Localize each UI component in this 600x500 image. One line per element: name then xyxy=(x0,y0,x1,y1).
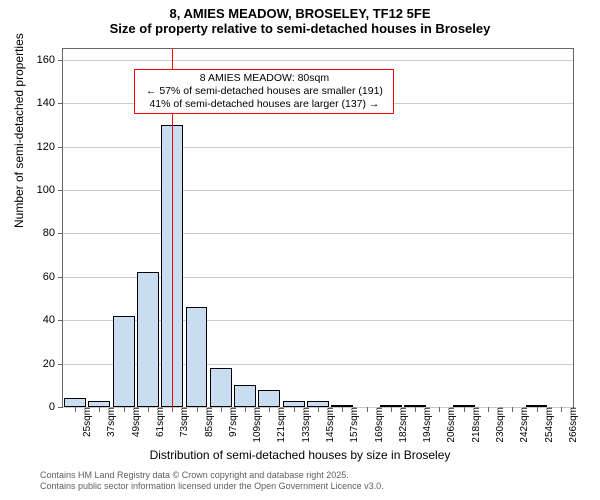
annotation-line-1: 8 AMIES MEADOW: 80sqm xyxy=(139,72,389,85)
bar-slot: 254sqm xyxy=(524,49,548,407)
bar-slot: 49sqm xyxy=(112,49,136,407)
bar-slot: 218sqm xyxy=(452,49,476,407)
annotation-line-3: 41% of semi-detached houses are larger (… xyxy=(139,98,389,111)
histogram-bar xyxy=(186,307,208,407)
x-tick-label: 85sqm xyxy=(197,407,215,437)
chart-container: 8, AMIES MEADOW, BROSELEY, TF12 5FE Size… xyxy=(0,0,600,500)
x-tick-label: 169sqm xyxy=(367,407,385,443)
bar-slot: 25sqm xyxy=(63,49,87,407)
footer-attribution: Contains HM Land Registry data © Crown c… xyxy=(40,470,384,492)
x-tick-label: 194sqm xyxy=(415,407,433,443)
x-tick-label: 230sqm xyxy=(488,407,506,443)
title-line-1: 8, AMIES MEADOW, BROSELEY, TF12 5FE xyxy=(0,6,600,21)
y-axis-label: Number of semi-detached properties xyxy=(12,33,26,228)
x-tick-label: 145sqm xyxy=(318,407,336,443)
x-tick-label: 157sqm xyxy=(342,407,360,443)
y-tick-label: 0 xyxy=(49,401,63,413)
x-tick-label: 109sqm xyxy=(245,407,263,443)
footer-line-2: Contains public sector information licen… xyxy=(40,481,384,492)
y-tick-label: 100 xyxy=(37,184,63,196)
histogram-bar xyxy=(64,398,86,407)
bar-slot: 194sqm xyxy=(403,49,427,407)
x-tick-label: 37sqm xyxy=(99,407,117,437)
y-tick-label: 140 xyxy=(37,97,63,109)
x-tick-label: 25sqm xyxy=(75,407,93,437)
histogram-bar xyxy=(258,390,280,407)
footer-line-1: Contains HM Land Registry data © Crown c… xyxy=(40,470,384,481)
x-tick-label: 61sqm xyxy=(148,407,166,437)
x-tick-label: 206sqm xyxy=(439,407,457,443)
annotation-line-2: ← 57% of semi-detached houses are smalle… xyxy=(139,85,389,98)
x-tick-label: 73sqm xyxy=(172,407,190,437)
histogram-bar xyxy=(137,272,159,407)
x-tick-label: 254sqm xyxy=(537,407,555,443)
y-tick-label: 120 xyxy=(37,141,63,153)
x-tick-label: 133sqm xyxy=(294,407,312,443)
bar-slot: 242sqm xyxy=(500,49,524,407)
histogram-bar xyxy=(210,368,232,407)
x-tick-label: 218sqm xyxy=(464,407,482,443)
histogram-bar xyxy=(113,316,135,407)
y-tick-label: 80 xyxy=(43,227,63,239)
y-tick-label: 40 xyxy=(43,314,63,326)
bar-slot: 37sqm xyxy=(87,49,111,407)
y-tick-label: 20 xyxy=(43,358,63,370)
histogram-bar xyxy=(234,385,256,407)
bar-slot: 266sqm xyxy=(549,49,573,407)
bar-slot: 206sqm xyxy=(427,49,451,407)
title-block: 8, AMIES MEADOW, BROSELEY, TF12 5FE Size… xyxy=(0,6,600,36)
x-tick-label: 121sqm xyxy=(269,407,287,443)
plot-area: 02040608010012014016025sqm37sqm49sqm61sq… xyxy=(62,48,574,408)
x-tick-label: 97sqm xyxy=(221,407,239,437)
y-tick-label: 160 xyxy=(37,54,63,66)
title-line-2: Size of property relative to semi-detach… xyxy=(0,21,600,36)
annotation-box: 8 AMIES MEADOW: 80sqm ← 57% of semi-deta… xyxy=(134,69,394,114)
x-tick-label: 242sqm xyxy=(512,407,530,443)
y-tick-label: 60 xyxy=(43,271,63,283)
x-axis-label: Distribution of semi-detached houses by … xyxy=(0,448,600,462)
bar-slot: 230sqm xyxy=(476,49,500,407)
x-tick-label: 49sqm xyxy=(124,407,142,437)
x-tick-label: 182sqm xyxy=(391,407,409,443)
x-tick-label: 266sqm xyxy=(561,407,579,443)
